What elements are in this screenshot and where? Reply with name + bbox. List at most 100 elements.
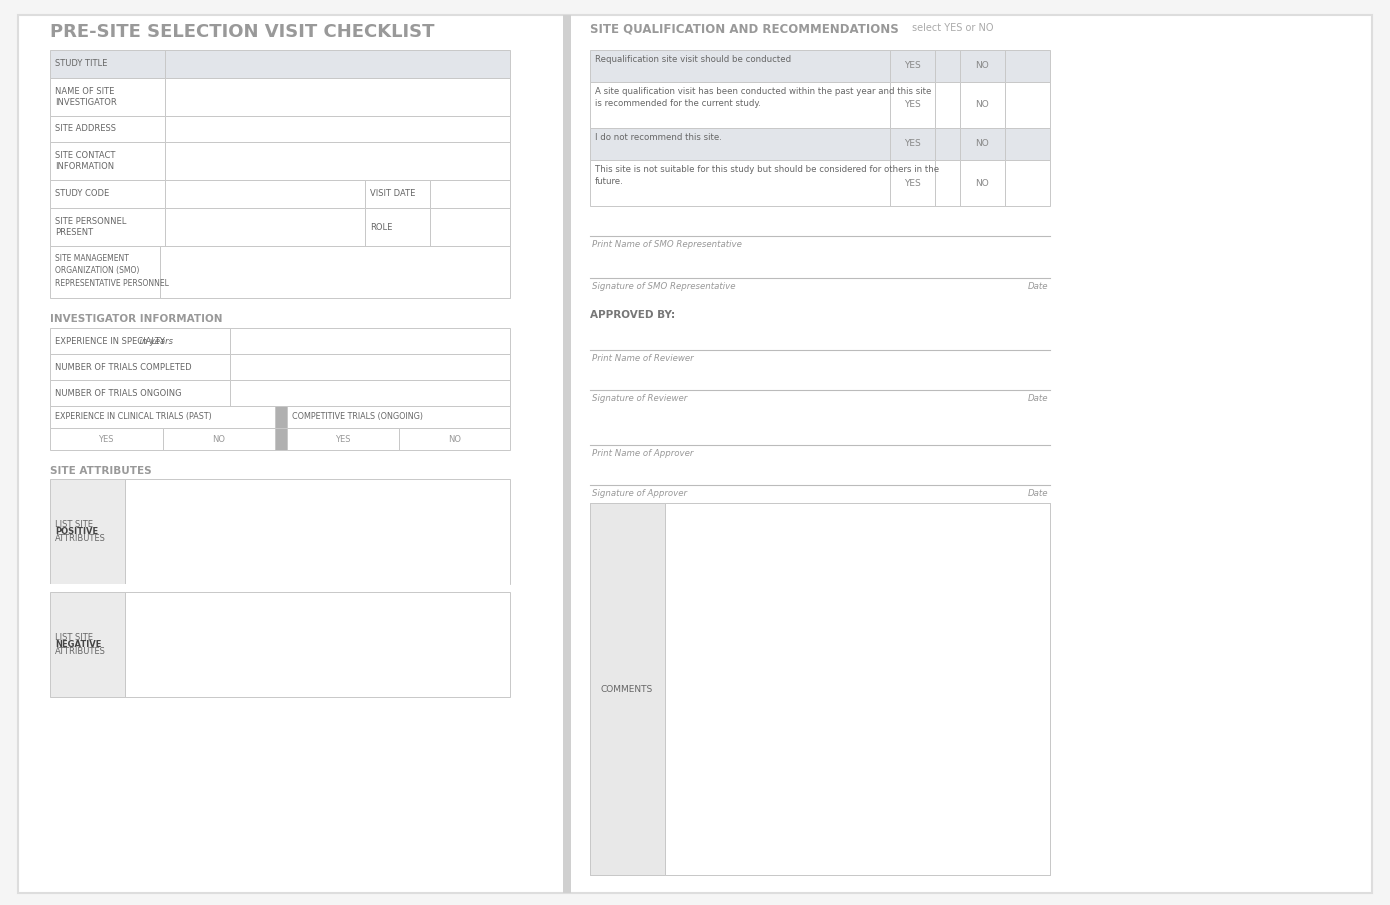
Bar bbox=[935, 50, 960, 82]
Bar bbox=[50, 584, 510, 592]
Text: Print Name of SMO Representative: Print Name of SMO Representative bbox=[592, 240, 742, 249]
Text: SITE CONTACT
INFORMATION: SITE CONTACT INFORMATION bbox=[56, 150, 115, 171]
Bar bbox=[50, 380, 229, 406]
Text: A site qualification visit has been conducted within the past year and this site: A site qualification visit has been cond… bbox=[595, 87, 931, 109]
Text: SITE PERSONNEL
PRESENT: SITE PERSONNEL PRESENT bbox=[56, 216, 126, 237]
Text: Signature of SMO Representative: Signature of SMO Representative bbox=[592, 282, 735, 291]
Text: ATTRIBUTES: ATTRIBUTES bbox=[56, 534, 106, 543]
Text: Print Name of Approver: Print Name of Approver bbox=[592, 449, 694, 458]
Bar bbox=[1005, 128, 1049, 160]
Bar bbox=[165, 142, 510, 180]
Text: COMPETITIVE TRIALS (ONGOING): COMPETITIVE TRIALS (ONGOING) bbox=[292, 413, 423, 422]
Text: SITE MANAGEMENT
ORGANIZATION (SMO)
REPRESENTATIVE PERSONNEL: SITE MANAGEMENT ORGANIZATION (SMO) REPRE… bbox=[56, 254, 168, 288]
Text: Requalification site visit should be conducted: Requalification site visit should be con… bbox=[595, 55, 791, 64]
Text: LIST SITE: LIST SITE bbox=[56, 520, 93, 529]
Bar bbox=[430, 208, 510, 246]
Bar bbox=[229, 380, 510, 406]
Bar bbox=[275, 406, 286, 428]
Text: STUDY CODE: STUDY CODE bbox=[56, 189, 110, 198]
Text: APPROVED BY:: APPROVED BY: bbox=[589, 310, 676, 320]
Bar bbox=[229, 354, 510, 380]
Text: I do not recommend this site.: I do not recommend this site. bbox=[595, 133, 721, 142]
Text: Date: Date bbox=[1027, 282, 1048, 291]
Text: LIST SITE: LIST SITE bbox=[56, 633, 93, 642]
Text: YES: YES bbox=[904, 62, 920, 71]
Text: in years: in years bbox=[136, 337, 172, 346]
Text: SITE ATTRIBUTES: SITE ATTRIBUTES bbox=[50, 466, 152, 476]
Text: NO: NO bbox=[448, 434, 460, 443]
Bar bbox=[50, 50, 165, 78]
Bar bbox=[165, 116, 510, 142]
Text: ATTRIBUTES: ATTRIBUTES bbox=[56, 647, 106, 656]
Bar bbox=[229, 328, 510, 354]
Bar bbox=[935, 160, 960, 206]
Text: Date: Date bbox=[1027, 394, 1048, 403]
Text: NO: NO bbox=[213, 434, 225, 443]
Text: NO: NO bbox=[976, 178, 990, 187]
Text: YES: YES bbox=[904, 100, 920, 110]
Text: INVESTIGATOR INFORMATION: INVESTIGATOR INFORMATION bbox=[50, 314, 222, 324]
Bar bbox=[960, 50, 1005, 82]
Bar bbox=[1005, 160, 1049, 206]
Bar bbox=[163, 428, 275, 450]
Bar bbox=[664, 503, 1049, 875]
Text: COMMENTS: COMMENTS bbox=[600, 684, 653, 693]
Text: YES: YES bbox=[904, 139, 920, 148]
Bar bbox=[589, 128, 890, 160]
Text: YES: YES bbox=[335, 434, 350, 443]
Text: YES: YES bbox=[904, 178, 920, 187]
Text: VISIT DATE: VISIT DATE bbox=[370, 189, 416, 198]
Text: NEGATIVE: NEGATIVE bbox=[56, 640, 101, 649]
Bar bbox=[890, 160, 935, 206]
Bar bbox=[589, 50, 890, 82]
Bar bbox=[935, 128, 960, 160]
Bar bbox=[125, 592, 510, 697]
Bar bbox=[286, 428, 399, 450]
Bar bbox=[160, 246, 510, 298]
Bar bbox=[366, 180, 430, 208]
Text: select YES or NO: select YES or NO bbox=[912, 23, 994, 33]
Bar bbox=[50, 592, 125, 697]
Text: POSITIVE: POSITIVE bbox=[56, 527, 99, 536]
Bar bbox=[366, 208, 430, 246]
Bar bbox=[50, 78, 165, 116]
Bar bbox=[890, 82, 935, 128]
Bar bbox=[165, 78, 510, 116]
Bar bbox=[50, 406, 275, 428]
Bar bbox=[165, 180, 366, 208]
Bar bbox=[286, 406, 510, 428]
Bar bbox=[50, 246, 160, 298]
Text: YES: YES bbox=[99, 434, 114, 443]
Text: NO: NO bbox=[976, 62, 990, 71]
Text: NUMBER OF TRIALS ONGOING: NUMBER OF TRIALS ONGOING bbox=[56, 388, 182, 397]
Text: Date: Date bbox=[1027, 489, 1048, 498]
Bar bbox=[50, 208, 165, 246]
Bar bbox=[935, 82, 960, 128]
Bar bbox=[165, 50, 510, 78]
Bar bbox=[50, 354, 229, 380]
Bar bbox=[50, 428, 163, 450]
Bar bbox=[50, 142, 165, 180]
Text: EXPERIENCE IN SPECIALTY: EXPERIENCE IN SPECIALTY bbox=[56, 337, 165, 346]
Text: EXPERIENCE IN CLINICAL TRIALS (PAST): EXPERIENCE IN CLINICAL TRIALS (PAST) bbox=[56, 413, 211, 422]
Bar bbox=[589, 82, 890, 128]
Bar bbox=[1005, 82, 1049, 128]
Bar bbox=[1005, 50, 1049, 82]
Bar bbox=[275, 428, 286, 450]
Text: SITE QUALIFICATION AND RECOMMENDATIONS: SITE QUALIFICATION AND RECOMMENDATIONS bbox=[589, 23, 899, 36]
Bar bbox=[960, 160, 1005, 206]
Bar bbox=[125, 479, 510, 584]
Text: NUMBER OF TRIALS COMPLETED: NUMBER OF TRIALS COMPLETED bbox=[56, 363, 192, 371]
Bar bbox=[50, 479, 125, 584]
Text: NAME OF SITE
INVESTIGATOR: NAME OF SITE INVESTIGATOR bbox=[56, 87, 117, 108]
Text: Signature of Approver: Signature of Approver bbox=[592, 489, 687, 498]
Bar bbox=[960, 128, 1005, 160]
Bar bbox=[50, 116, 165, 142]
Bar bbox=[890, 50, 935, 82]
Bar bbox=[50, 328, 229, 354]
Bar bbox=[563, 15, 571, 893]
Bar bbox=[890, 128, 935, 160]
Bar bbox=[589, 503, 664, 875]
Bar bbox=[399, 428, 510, 450]
Text: ROLE: ROLE bbox=[370, 223, 392, 232]
